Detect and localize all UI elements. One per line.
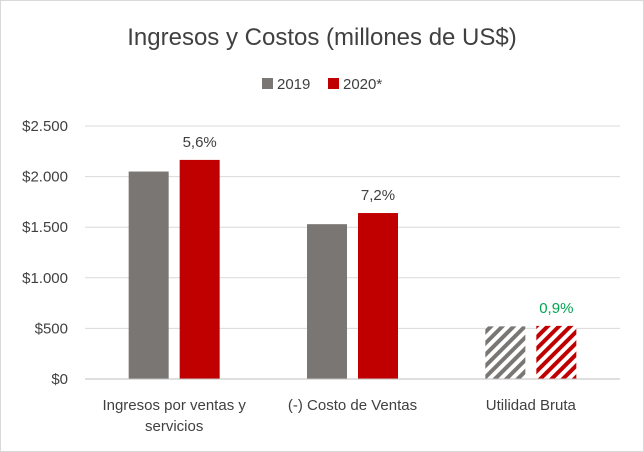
- y-tick-label-1: $500: [35, 320, 68, 337]
- bar-2019-cat0: [128, 171, 169, 379]
- y-tick-label-2: $1.000: [22, 270, 68, 287]
- legend-label-0: 2019: [277, 76, 310, 93]
- y-tick-label-0: $0: [51, 371, 68, 388]
- bar-2020*-cat0: [179, 159, 220, 379]
- legend-swatch-1: [328, 78, 339, 89]
- y-tick-label-5: $2.500: [22, 118, 68, 135]
- y-axis: $0 $500 $1.000 $1.500 $2.000 $2.500: [22, 118, 68, 388]
- x-category-label-2-0: Utilidad Bruta: [486, 397, 577, 414]
- bar-2020*-cat1: [358, 213, 398, 379]
- bar-2019-cat2: [485, 326, 526, 379]
- x-axis: Ingresos por ventas y servicios (-) Costo …: [85, 378, 620, 435]
- data-label-2: 0,9%: [539, 300, 573, 317]
- legend-swatch-0: [262, 78, 273, 89]
- legend-label-1: 2020*: [343, 76, 382, 93]
- data-label-0: 5,6%: [183, 134, 217, 151]
- legend: 2019 2020*: [262, 76, 382, 93]
- x-category-label-0-0: Ingresos por ventas y: [102, 397, 246, 414]
- bars: [128, 159, 577, 379]
- x-category-label-1-0: (-) Costo de Ventas: [288, 397, 417, 414]
- y-tick-label-4: $2.000: [22, 169, 68, 186]
- bar-2019-cat1: [307, 224, 347, 379]
- chart-title: Ingresos y Costos (millones de US$): [127, 24, 516, 51]
- y-tick-label-3: $1.500: [22, 219, 68, 236]
- data-label-1: 7,2%: [361, 187, 395, 204]
- bar-2020*-cat2: [536, 325, 577, 379]
- x-category-label-0-1: servicios: [145, 418, 203, 435]
- data-labels: 5,6% 7,2% 0,9%: [183, 134, 574, 317]
